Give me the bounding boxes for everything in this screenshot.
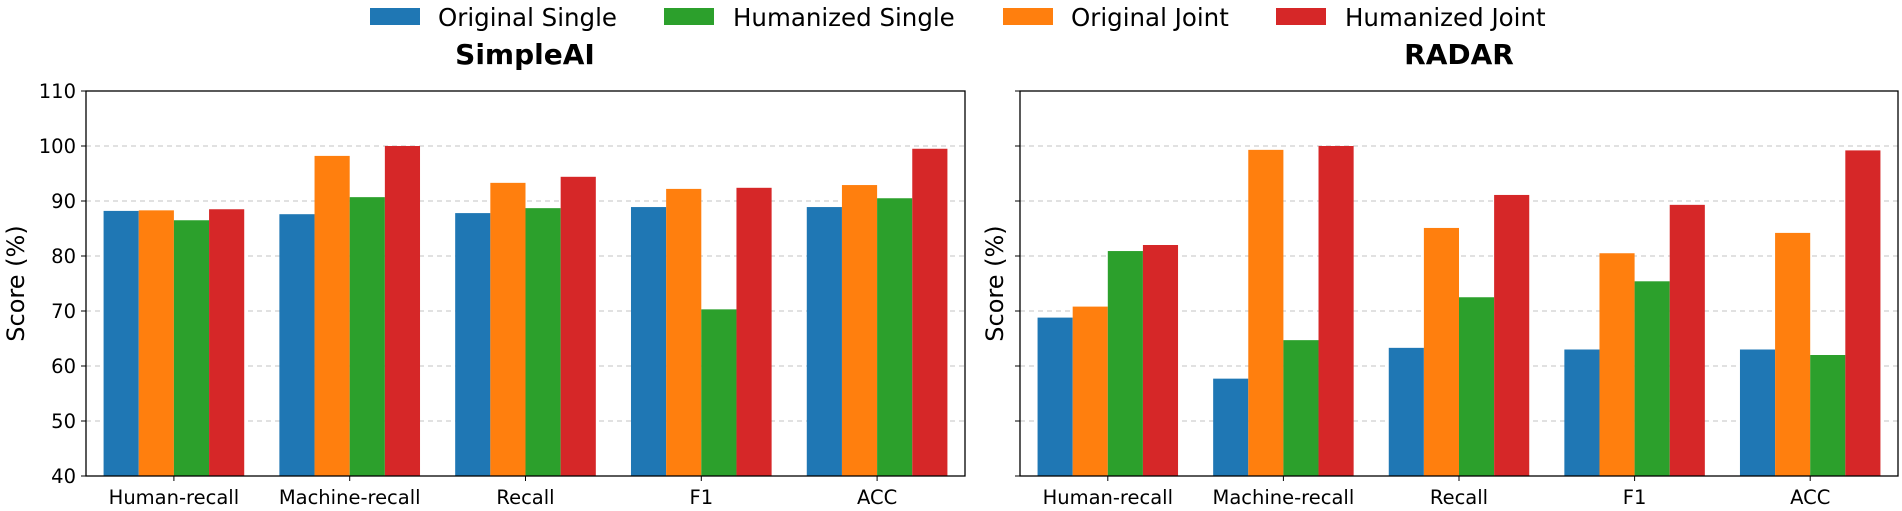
bar-humanized-single-machine-recall xyxy=(1283,340,1319,476)
bar-original-joint-recall xyxy=(1423,227,1459,476)
bar-humanized-single-human-recall xyxy=(1107,251,1143,476)
bar-original-single-human-recall xyxy=(1037,317,1073,476)
bar-original-joint-f1 xyxy=(666,188,702,476)
bar-humanized-joint-human-recall xyxy=(1142,245,1179,476)
bar-humanized-single-human-recall xyxy=(173,220,210,476)
legend-swatch-original-single xyxy=(370,8,420,25)
chart-title: SimpleAI xyxy=(455,38,595,71)
bar-humanized-joint-f1 xyxy=(736,187,772,477)
bar-humanized-single-f1 xyxy=(1634,281,1670,476)
bar-original-single-machine-recall xyxy=(1213,378,1249,476)
bar-humanized-single-recall xyxy=(1459,297,1495,476)
bar-original-single-recall xyxy=(455,213,491,476)
bar-humanized-single-machine-recall xyxy=(349,197,385,476)
legend-label-humanized-single: Humanized Single xyxy=(733,3,955,32)
legend-label-humanized-joint: Humanized Joint xyxy=(1345,3,1546,32)
axes-frame xyxy=(1019,90,1899,477)
panel-radar: Human-recall Machine-recall Recall F1 ACC Sco… xyxy=(981,38,1899,509)
bar-original-single-acc xyxy=(1739,349,1776,476)
axes-frame xyxy=(85,90,966,477)
bar-original-single-f1 xyxy=(630,207,667,477)
y-tick-label: 60 xyxy=(51,355,76,378)
y-tick-label: 100 xyxy=(39,135,76,158)
bar-original-joint-human-recall xyxy=(138,210,174,476)
y-tick-label: 40 xyxy=(51,465,76,488)
bar-original-joint-machine-recall xyxy=(314,155,350,476)
bar-original-single-machine-recall xyxy=(279,214,315,476)
y-axis-label: Score (%) xyxy=(2,225,30,341)
bar-humanized-single-acc xyxy=(1810,355,1846,476)
y-axis-label: Score (%) xyxy=(981,225,1009,341)
bar-original-single-f1 xyxy=(1564,349,1600,476)
x-tick-label: Recall xyxy=(1430,486,1488,509)
bar-humanized-joint-machine-recall xyxy=(384,146,421,476)
y-tick-label: 50 xyxy=(51,410,76,433)
x-tick-label: Machine-recall xyxy=(1213,486,1355,509)
x-tick-label: Human-recall xyxy=(109,486,239,509)
bar-humanized-single-recall xyxy=(525,208,561,476)
legend-swatch-humanized-single xyxy=(664,8,714,25)
bar-original-joint-acc xyxy=(841,185,878,477)
bar-original-single-acc xyxy=(806,207,842,477)
x-tick-label: Machine-recall xyxy=(279,486,421,509)
x-tick-label: ACC xyxy=(857,486,897,509)
bar-original-joint-human-recall xyxy=(1072,306,1108,476)
bar-original-single-recall xyxy=(1388,347,1424,476)
bar-humanized-joint-f1 xyxy=(1669,204,1705,476)
bar-humanized-joint-machine-recall xyxy=(1318,146,1354,476)
y-tick-label: 90 xyxy=(51,190,76,213)
bar-original-single-human-recall xyxy=(103,210,139,476)
bar-humanized-single-f1 xyxy=(701,309,737,476)
legend-label-original-single: Original Single xyxy=(438,3,617,32)
bar-original-joint-machine-recall xyxy=(1248,149,1284,476)
x-tick-label: Recall xyxy=(496,486,554,509)
bar-original-joint-f1 xyxy=(1599,253,1635,476)
bar-humanized-joint-acc xyxy=(1845,150,1881,476)
x-tick-label: F1 xyxy=(689,486,713,509)
legend: Original Single Humanized Single Original … xyxy=(370,3,1546,32)
x-tick-label: ACC xyxy=(1790,486,1830,509)
bar-humanized-joint-recall xyxy=(560,176,596,477)
bar-humanized-single-acc xyxy=(877,198,913,476)
x-tick-label: F1 xyxy=(1623,486,1647,509)
bar-humanized-joint-recall xyxy=(1494,194,1530,476)
y-tick-label: 110 xyxy=(39,80,76,103)
y-tick-label: 80 xyxy=(51,245,76,268)
legend-label-original-joint: Original Joint xyxy=(1071,3,1229,32)
legend-swatch-original-joint xyxy=(1003,8,1053,25)
bar-humanized-joint-acc xyxy=(912,148,948,476)
bar-original-joint-recall xyxy=(490,182,526,476)
bar-humanized-joint-human-recall xyxy=(209,209,245,476)
panel-simpleai: Human-recall Machine-recall Recall F1 ACC 40 5… xyxy=(2,38,966,509)
chart-title: RADAR xyxy=(1404,38,1514,71)
bar-original-joint-acc xyxy=(1775,232,1811,476)
x-tick-label: Human-recall xyxy=(1043,486,1173,509)
y-tick-label: 70 xyxy=(51,300,76,323)
legend-swatch-humanized-joint xyxy=(1276,8,1326,25)
